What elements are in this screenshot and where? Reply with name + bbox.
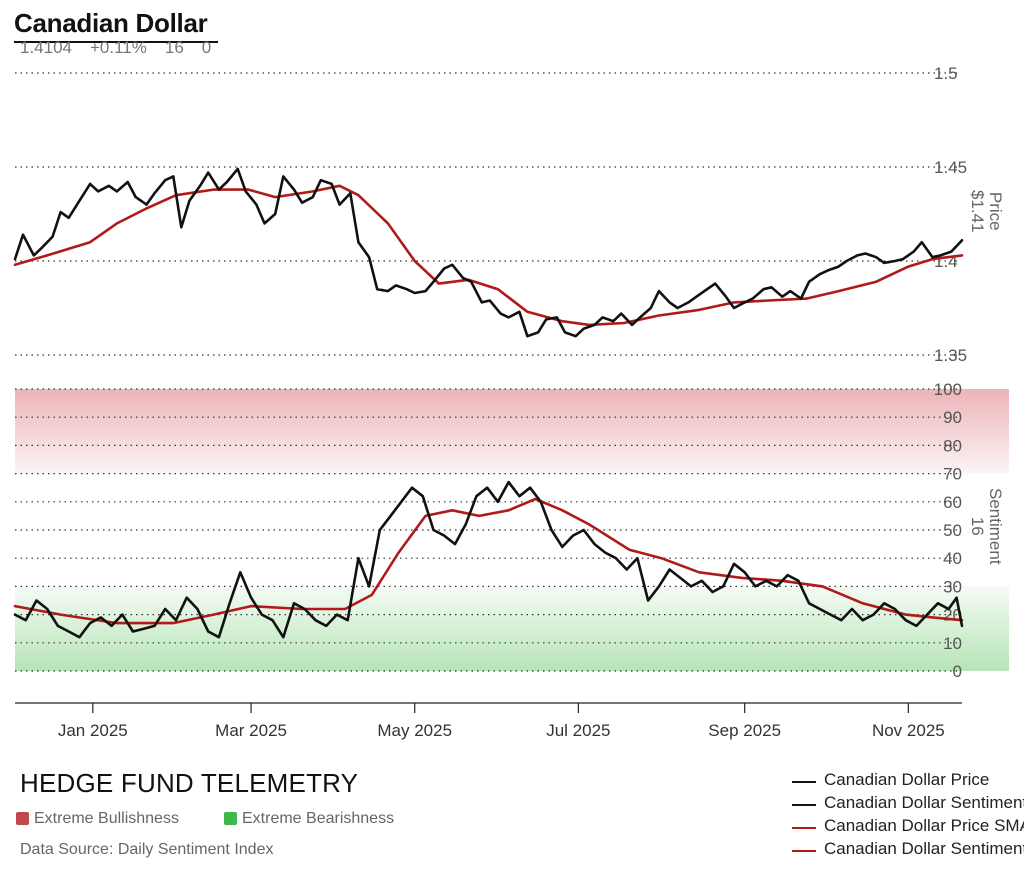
legend-label: Canadian Dollar Price <box>824 770 990 789</box>
x-tick-label: Mar 2025 <box>215 721 287 740</box>
sentiment-tick-label: 30 <box>943 577 962 596</box>
sentiment-zones <box>15 389 1009 671</box>
legend-item-price-sma[interactable]: Canadian Dollar Price SMA <box>792 816 1024 839</box>
chart-svg: 1.351.41.451.50102030405060708090100Jan … <box>13 64 1009 740</box>
bear-zone-label: Extreme Bearishness <box>242 810 395 827</box>
price-tick-label: 1.45 <box>934 158 967 177</box>
data-source: Data Source: Daily Sentiment Index <box>20 841 274 858</box>
sentiment-tick-label: 80 <box>943 436 962 455</box>
legend-label: Canadian Dollar Price SMA <box>824 816 1024 835</box>
sentiment-tick-label: 70 <box>943 465 962 484</box>
price-line <box>13 167 964 338</box>
sentiment-axis-title: Sentiment 16 <box>968 488 1005 565</box>
legend-label: Canadian Dollar Sentiment <box>824 793 1024 812</box>
sentiment-axis-value: 16 <box>968 516 987 536</box>
bull-zone-swatch <box>16 812 29 825</box>
price-axis-title: Price $1.41 <box>968 190 1005 233</box>
series-legend: Canadian Dollar Price Canadian Dollar Se… <box>792 770 1024 862</box>
chart-title: Canadian Dollar <box>14 8 208 38</box>
x-tick-label: Jan 2025 <box>58 721 128 740</box>
legend-line <box>792 850 816 852</box>
sentiment-tick-label: 40 <box>943 549 962 568</box>
legend-item-sentiment-sma[interactable]: Canadian Dollar Sentiment SMA <box>792 839 1024 862</box>
legend-line <box>792 827 816 829</box>
stats-bar: 1.4104 +0.11% 16 0 <box>20 38 229 58</box>
zone-extreme-bullishness <box>15 389 1009 474</box>
grid-lines <box>15 72 960 672</box>
legend-item-sentiment[interactable]: Canadian Dollar Sentiment <box>792 793 1024 816</box>
sentiment-tick-label: 100 <box>934 380 962 399</box>
sentiment-tick-label: 60 <box>943 493 962 512</box>
price-sma-line <box>13 184 964 327</box>
sentiment-tick-label: 0 <box>953 662 962 681</box>
sentiment-tick-label: 50 <box>943 521 962 540</box>
price-axis-value: $1.41 <box>968 190 987 233</box>
sentiment-line <box>13 480 964 639</box>
x-tick-label: Jul 2025 <box>546 721 610 740</box>
axis-ticks: 1.351.41.451.50102030405060708090100Jan … <box>15 64 967 740</box>
price-tick-label: 1.5 <box>934 64 958 83</box>
bear-zone-swatch <box>224 812 237 825</box>
stat-price: 1.4104 <box>20 38 72 57</box>
price-axis-label: Price <box>986 191 1005 231</box>
sentiment-tick-label: 90 <box>943 408 962 427</box>
brand-name: HEDGE FUND TELEMETRY <box>20 768 359 798</box>
series-lines <box>13 167 964 639</box>
stat-sentiment: 16 <box>164 38 184 57</box>
legend-label: Canadian Dollar Sentiment SMA <box>824 839 1024 858</box>
zone-extreme-bearishness <box>15 586 1009 671</box>
sentiment-tick-label: 10 <box>943 634 962 653</box>
x-tick-label: Nov 2025 <box>872 721 945 740</box>
price-tick-label: 1.35 <box>934 346 967 365</box>
bull-zone-label: Extreme Bullishness <box>34 810 179 827</box>
legend-line <box>792 804 816 806</box>
legend-item-price[interactable]: Canadian Dollar Price <box>792 770 1024 793</box>
title-underline <box>14 41 218 43</box>
sentiment-axis-label: Sentiment <box>986 488 1005 565</box>
x-tick-label: Sep 2025 <box>708 721 781 740</box>
legend-line <box>792 781 816 783</box>
stat-change: +0.11% <box>90 38 147 57</box>
x-tick-label: May 2025 <box>377 721 452 740</box>
stat-extra: 0 <box>201 38 212 57</box>
